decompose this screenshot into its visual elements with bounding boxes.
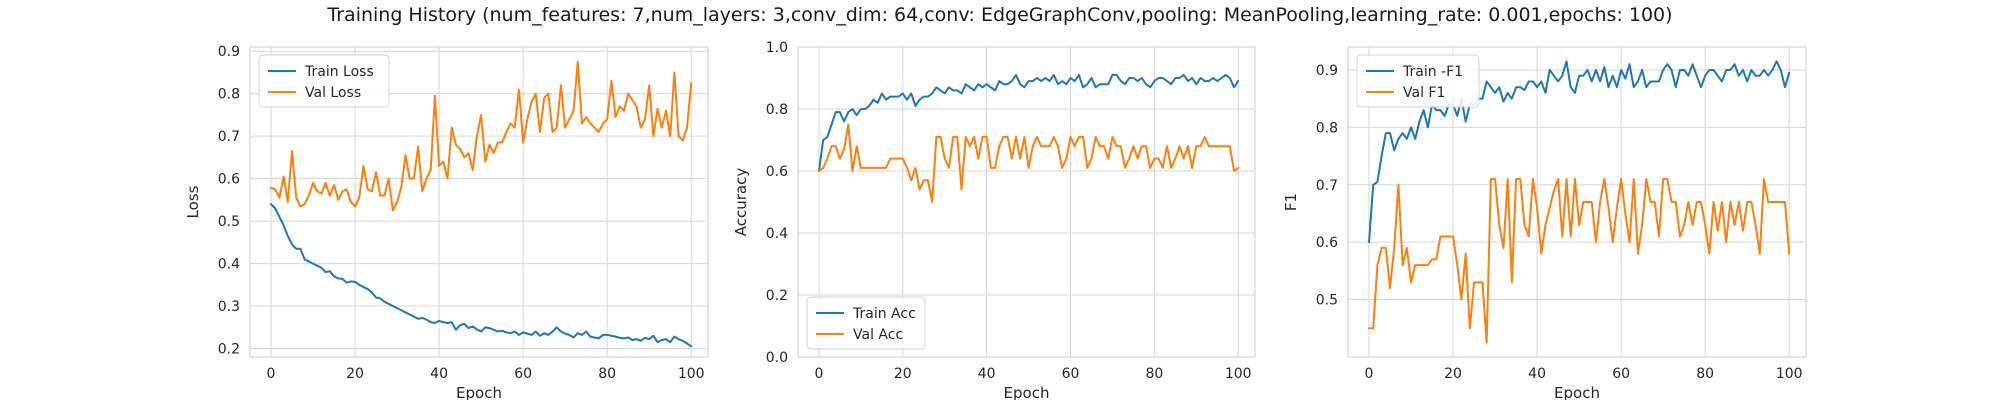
y-tick-label: 0.7 xyxy=(218,129,240,145)
legend-entry: Train Acc xyxy=(852,306,916,322)
series-line-val-loss xyxy=(270,60,693,212)
x-tick-label: 100 xyxy=(678,366,705,382)
y-tick-label: 0.2 xyxy=(766,288,788,304)
x-tick-label: 0 xyxy=(267,366,276,382)
x-tick-label: 60 xyxy=(514,366,532,382)
axes-frame xyxy=(1347,46,1807,358)
y-tick-label: 0.5 xyxy=(218,214,240,230)
legend-entry: Val F1 xyxy=(1403,85,1445,101)
y-tick-label: 0.8 xyxy=(766,102,788,118)
axes-frame xyxy=(797,46,1256,358)
series-line-val-acc xyxy=(817,123,1240,203)
legend: Train Loss Val Loss xyxy=(258,54,390,108)
x-tick-label: 40 xyxy=(1528,366,1546,382)
legend-entry: Val Loss xyxy=(305,85,361,101)
x-tick-label: 80 xyxy=(1696,366,1714,382)
y-tick-label: 0.6 xyxy=(766,164,788,180)
axes-frame xyxy=(249,46,709,358)
loss-subplot: 0 20 40 60 80 100 0.2 0.3 0.4 0.5 0.6 0.7 0.8 0.9 Epoc… xyxy=(184,44,709,400)
legend: Train -F1 Val F1 xyxy=(1356,54,1480,108)
legend: Train Acc Val Acc xyxy=(806,296,926,350)
y-tick-label: 0.6 xyxy=(218,172,240,188)
f1-subplot: 0 20 40 60 80 100 0.5 0.6 0.7 0.8 0.9 Epoch F1 Train … xyxy=(1282,46,1807,400)
y-axis-label: F1 xyxy=(1282,193,1300,211)
x-tick-label: 20 xyxy=(894,366,912,382)
accuracy-subplot: 0 20 40 60 80 100 0.0 0.2 0.4 0.6 0.8 1.0 Epoch Accur… xyxy=(732,40,1256,400)
y-tick-label: 0.8 xyxy=(218,87,240,103)
legend-box xyxy=(806,296,926,350)
x-tick-label: 0 xyxy=(1365,366,1374,382)
x-axis-label: Epoch xyxy=(1554,384,1600,400)
x-tick-label: 100 xyxy=(1225,366,1252,382)
y-tick-label: 0.9 xyxy=(218,44,240,60)
x-tick-label: 80 xyxy=(598,366,616,382)
y-tick-label: 0.9 xyxy=(1316,63,1338,79)
x-tick-label: 40 xyxy=(430,366,448,382)
y-tick-label: 0.4 xyxy=(218,257,240,273)
x-tick-label: 20 xyxy=(346,366,364,382)
x-tick-label: 60 xyxy=(1612,366,1630,382)
series-line-train-loss xyxy=(270,203,693,348)
legend-entry: Val Acc xyxy=(853,327,903,343)
y-tick-label: 0.2 xyxy=(218,342,240,358)
y-axis-label: Accuracy xyxy=(732,168,750,237)
y-axis-label: Loss xyxy=(184,185,202,218)
legend-entry: Train -F1 xyxy=(1402,64,1463,80)
legend-box xyxy=(258,54,390,108)
x-tick-label: 80 xyxy=(1145,366,1163,382)
y-tick-label: 0.0 xyxy=(766,350,788,366)
series-line-val-f1 xyxy=(1368,178,1791,344)
series-line-train-acc xyxy=(817,73,1240,172)
y-tick-label: 0.6 xyxy=(1316,235,1338,251)
y-tick-label: 0.4 xyxy=(766,226,788,242)
x-tick-label: 20 xyxy=(1444,366,1462,382)
y-tick-label: 0.7 xyxy=(1316,178,1338,194)
legend-box xyxy=(1356,54,1480,108)
y-tick-label: 1.0 xyxy=(766,40,788,56)
x-tick-label: 0 xyxy=(815,366,824,382)
series-line-train-f1 xyxy=(1368,60,1791,244)
x-axis-label: Epoch xyxy=(456,384,502,400)
legend-entry: Train Loss xyxy=(304,64,374,80)
x-tick-label: 100 xyxy=(1776,366,1803,382)
y-tick-label: 0.5 xyxy=(1316,293,1338,309)
x-tick-label: 40 xyxy=(978,366,996,382)
x-tick-label: 60 xyxy=(1062,366,1080,382)
y-tick-label: 0.3 xyxy=(218,299,240,315)
figure-suptitle: Training History (num_features: 7,num_la… xyxy=(326,4,1672,26)
x-axis-label: Epoch xyxy=(1004,384,1050,400)
y-tick-label: 0.8 xyxy=(1316,120,1338,136)
